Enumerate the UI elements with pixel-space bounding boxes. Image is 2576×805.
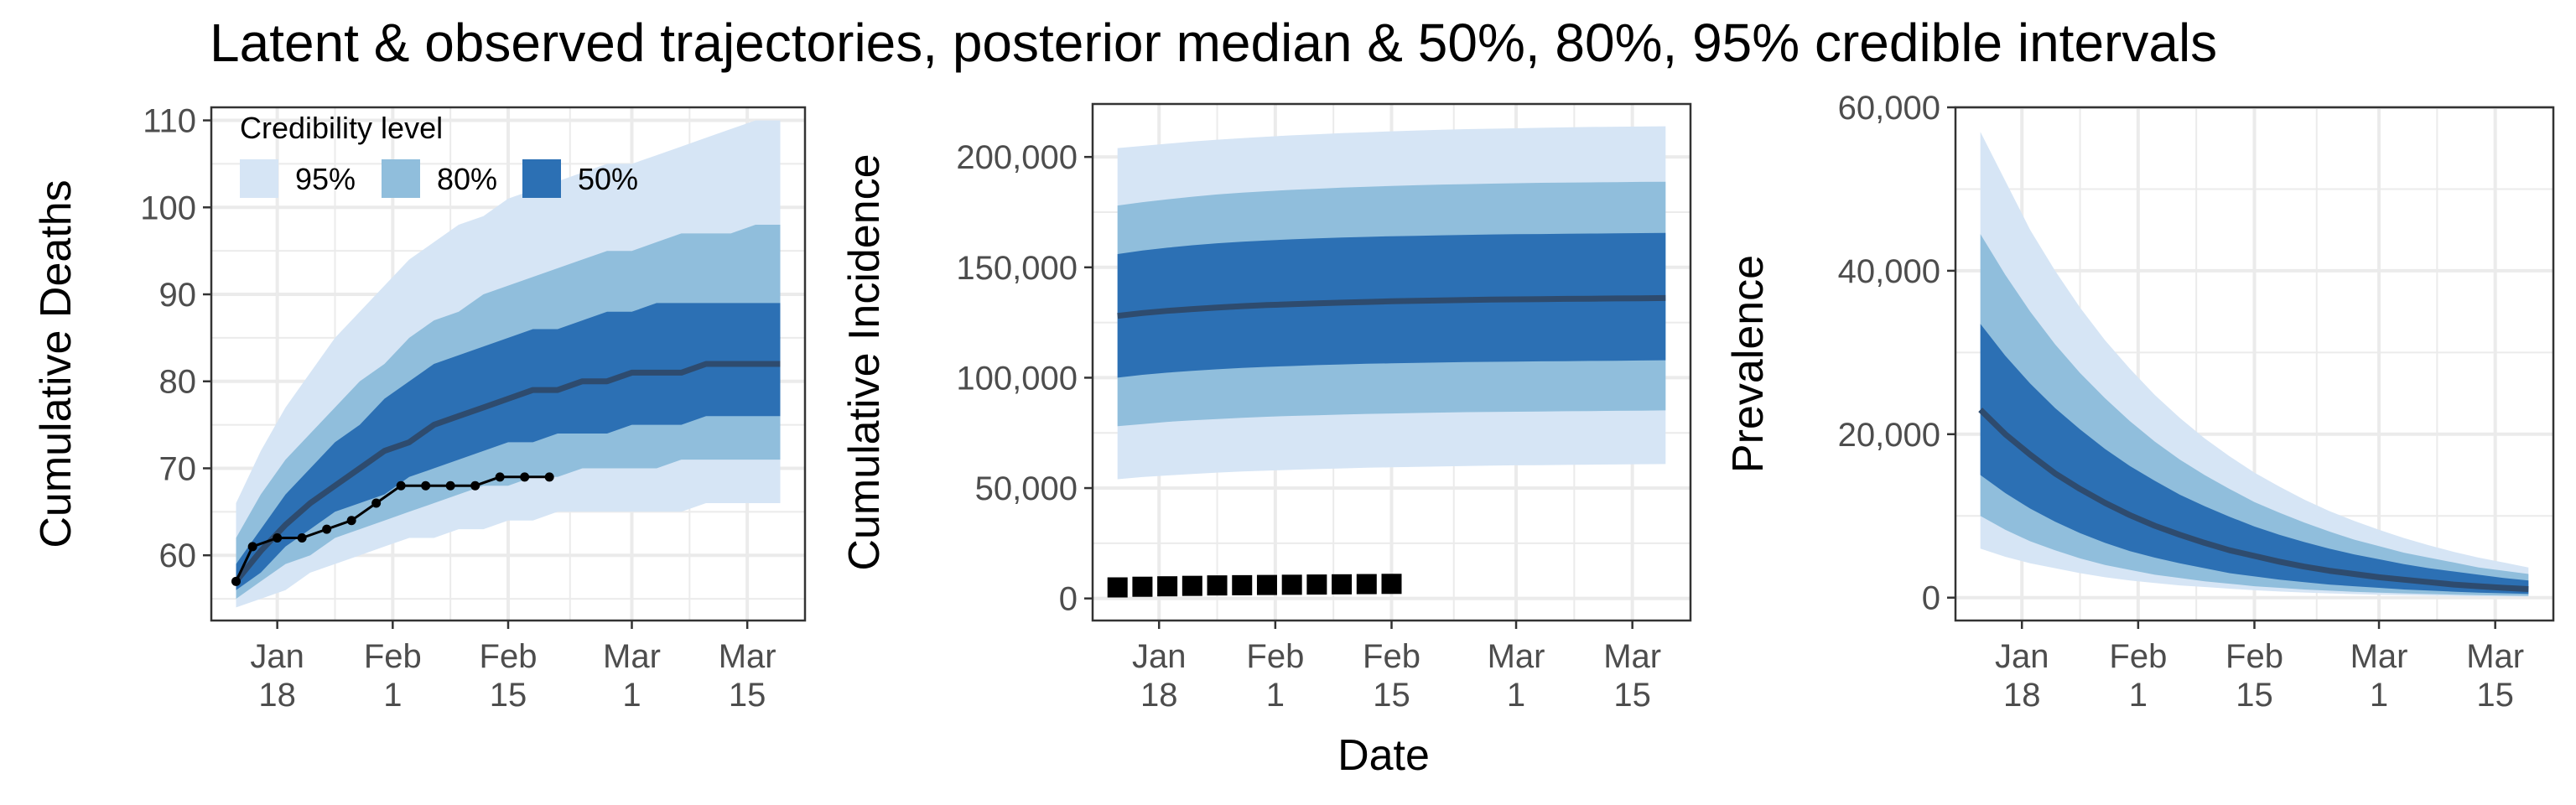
x-tick-label: Mar 15 bbox=[719, 638, 776, 714]
observed-point bbox=[371, 498, 382, 508]
median-line bbox=[233, 361, 781, 584]
observed-point bbox=[247, 542, 257, 552]
observed-point bbox=[1356, 574, 1377, 595]
observed-point bbox=[297, 532, 307, 543]
median-line bbox=[1117, 294, 1666, 319]
x-tick-label: Jan 18 bbox=[250, 638, 304, 714]
panel-cumulative-incidence: 0 50,000 100,000 150,000 200,000 Jan 18 Feb 1 Feb… bbox=[840, 102, 1692, 714]
y-tick-label: 90 bbox=[159, 277, 197, 314]
x-axis-title: Date bbox=[1337, 731, 1430, 780]
observed-point bbox=[1306, 574, 1327, 595]
figure-title: Latent & observed trajectories, posterio… bbox=[210, 13, 2218, 73]
y-tick-label: 110 bbox=[143, 103, 196, 140]
observed-point bbox=[231, 576, 241, 586]
y-tick-label: 200,000 bbox=[956, 139, 1078, 176]
observed-point bbox=[1182, 575, 1202, 596]
observed-point bbox=[520, 472, 530, 482]
legend-key-80 bbox=[382, 159, 420, 198]
x-tick-label: Mar 15 bbox=[2466, 638, 2524, 714]
observed-point bbox=[322, 524, 332, 534]
observed-point bbox=[1107, 577, 1128, 598]
x-tick-label: Mar 1 bbox=[2350, 638, 2408, 714]
median-line bbox=[1978, 408, 2529, 592]
y-tick-label: 150,000 bbox=[956, 250, 1078, 287]
observed-point bbox=[273, 532, 283, 543]
observed-point bbox=[544, 472, 554, 482]
observed-point bbox=[1232, 574, 1253, 595]
band-50 bbox=[1117, 232, 1666, 378]
x-tick-label: Feb 15 bbox=[2225, 638, 2283, 714]
observed-point bbox=[470, 480, 480, 491]
x-tick-label: Mar 15 bbox=[1603, 638, 1661, 714]
y-axis-title: Cumulative Incidence bbox=[840, 153, 889, 570]
observed-point bbox=[1381, 574, 1402, 595]
observed-point bbox=[1256, 574, 1277, 595]
x-tick-label: Feb 15 bbox=[1363, 638, 1420, 714]
y-tick-label: 40,000 bbox=[1838, 253, 1940, 290]
observed-point bbox=[1281, 574, 1302, 595]
legend-label: 50% bbox=[578, 162, 638, 196]
y-tick-label: 100,000 bbox=[956, 360, 1078, 397]
observed-point bbox=[495, 472, 505, 482]
legend-label: 95% bbox=[295, 162, 356, 196]
y-tick-label: 0 bbox=[1059, 581, 1078, 618]
x-tick-label: Mar 1 bbox=[1488, 638, 1545, 714]
x-tick-label: Feb 1 bbox=[2109, 638, 2167, 714]
panel-prevalence: 0 20,000 40,000 60,000 Jan 18 Feb 1 Feb 15 Mar 1 Mar… bbox=[1724, 90, 2555, 714]
observed-point bbox=[1332, 574, 1353, 595]
x-tick-label: Jan 18 bbox=[1995, 638, 2049, 714]
legend-title: Credibility level bbox=[240, 111, 443, 145]
legend: Credibility level 95% 80% 50% bbox=[240, 111, 638, 198]
observed-point bbox=[396, 480, 406, 491]
x-tick-label: Mar 1 bbox=[603, 638, 661, 714]
panel-cumulative-deaths: 60 70 80 90 100 110 Jan 18 Feb 1 Feb 15 Mar 1 Mar 15 Cum… bbox=[32, 103, 807, 714]
observed-point bbox=[346, 516, 356, 526]
x-tick-label: Feb 15 bbox=[480, 638, 538, 714]
y-tick-label: 0 bbox=[1922, 580, 1940, 617]
legend-key-95 bbox=[240, 159, 278, 198]
legend-key-50 bbox=[522, 159, 561, 198]
y-tick-label: 100 bbox=[140, 190, 196, 226]
y-tick-label: 70 bbox=[159, 450, 197, 487]
observed-point bbox=[1157, 576, 1178, 597]
x-tick-label: Jan 18 bbox=[1132, 638, 1187, 714]
y-tick-label: 60,000 bbox=[1838, 90, 1940, 127]
y-tick-label: 20,000 bbox=[1838, 417, 1940, 454]
observed-point bbox=[421, 480, 431, 491]
x-tick-label: Feb 1 bbox=[1246, 638, 1304, 714]
y-axis-title: Prevalence bbox=[1724, 255, 1773, 473]
y-tick-label: 80 bbox=[159, 364, 197, 401]
observed-point bbox=[445, 480, 455, 491]
x-tick-label: Feb 1 bbox=[364, 638, 422, 714]
band-50 bbox=[1980, 324, 2529, 595]
y-axis-title: Cumulative Deaths bbox=[32, 179, 80, 548]
observed-point bbox=[1132, 576, 1153, 597]
y-tick-label: 60 bbox=[159, 538, 197, 574]
observed-point bbox=[1207, 575, 1228, 596]
legend-label: 80% bbox=[437, 162, 497, 196]
y-tick-label: 50,000 bbox=[975, 470, 1078, 507]
